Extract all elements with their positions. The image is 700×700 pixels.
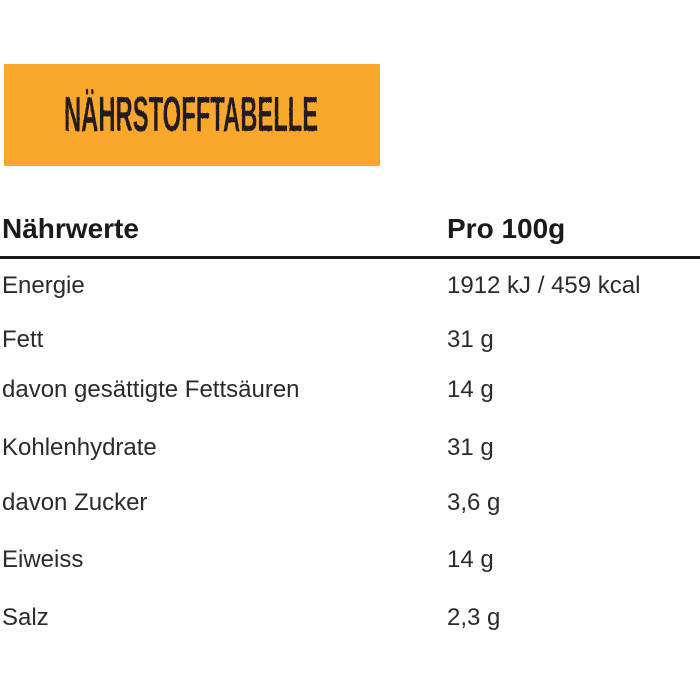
svg-text:NÄHRSTOFFTABELLE: NÄHRSTOFFTABELLE <box>64 88 318 143</box>
